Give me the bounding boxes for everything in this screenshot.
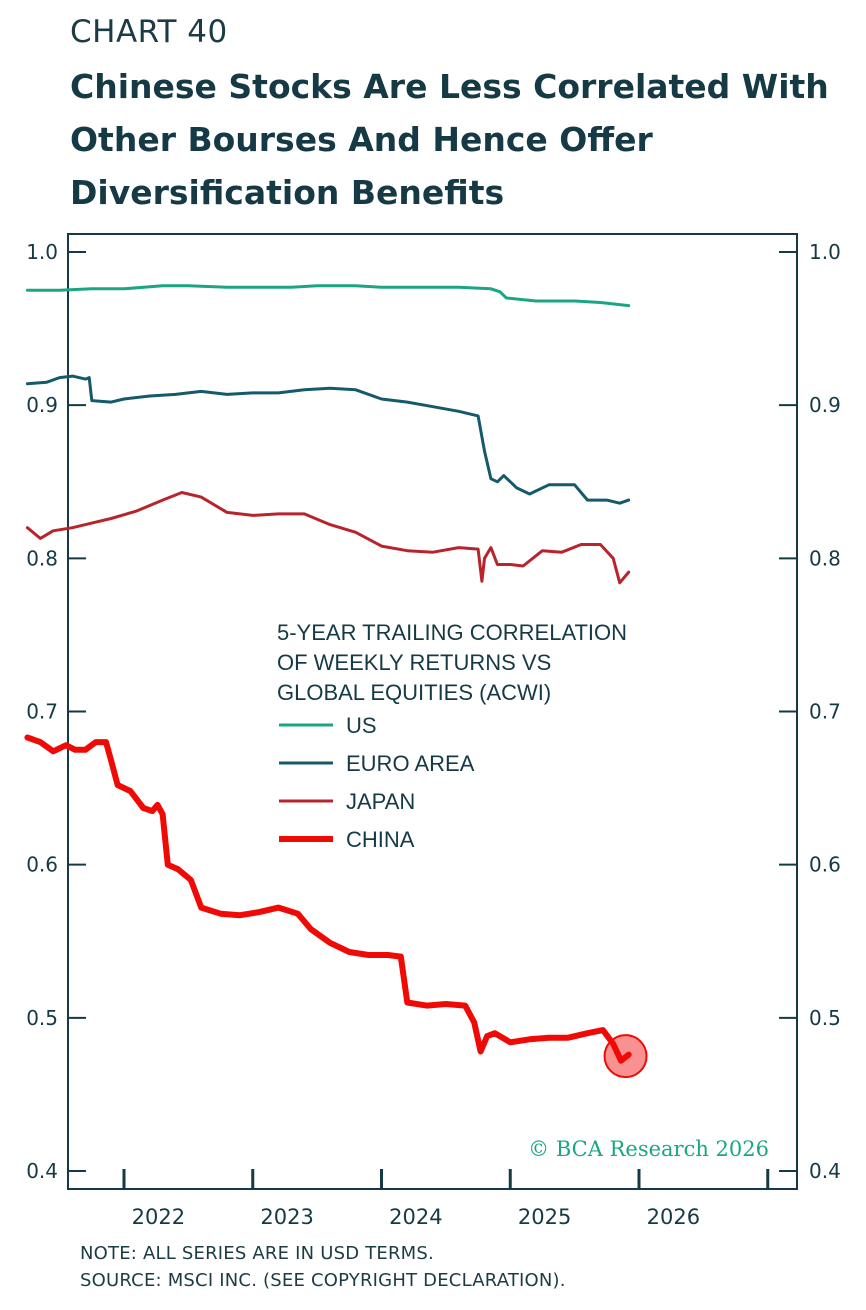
chart-canvas: 5-YEAR TRAILING CORRELATION OF WEEKLY RE…	[24, 233, 841, 1229]
y-tick-label-right: 0.4	[809, 1159, 841, 1183]
legend-label-japan: JAPAN	[346, 789, 415, 814]
x-tick-label: 2022	[132, 1205, 185, 1229]
source-text: SOURCE: MSCI INC. (SEE COPYRIGHT DECLARA…	[80, 1270, 566, 1291]
latest-value-highlight	[603, 1034, 648, 1079]
bca-watermark: © BCA Research 2026	[528, 1137, 769, 1161]
tick-marks	[68, 251, 797, 1189]
x-tick-label: 2024	[389, 1205, 442, 1229]
y-tick-label-right: 0.5	[809, 1006, 841, 1030]
chart-title: Chinese Stocks Are Less Correlated With …	[70, 67, 829, 212]
y-tick-label-left: 1.0	[26, 240, 58, 264]
x-tick-label: 2023	[260, 1205, 313, 1229]
legend: 5-YEAR TRAILING CORRELATION OF WEEKLY RE…	[277, 620, 627, 852]
legend-label-china: CHINA	[346, 827, 415, 852]
series-lines	[24, 284, 648, 1079]
y-tick-label-left: 0.8	[26, 546, 58, 570]
y-tick-label-right: 0.6	[809, 853, 841, 877]
y-tick-label-left: 0.5	[26, 1006, 58, 1030]
legend-title-line-3: GLOBAL EQUITIES (ACWI)	[277, 680, 551, 705]
chart-number: CHART 40	[70, 14, 228, 50]
y-tick-label-right: 0.8	[809, 546, 841, 570]
y-tick-label-left: 0.4	[26, 1159, 58, 1183]
series-line-euro-area	[25, 374, 631, 505]
y-tick-label-right: 0.7	[809, 700, 841, 724]
y-tick-label-right: 0.9	[809, 393, 841, 417]
y-tick-label-left: 0.6	[26, 853, 58, 877]
series-line-china	[24, 734, 632, 1064]
y-tick-label-left: 0.9	[26, 393, 58, 417]
plot-frame	[67, 233, 798, 1190]
legend-label-euro-area: EURO AREA	[346, 751, 475, 776]
legend-title-line-2: OF WEEKLY RETURNS VS	[277, 650, 551, 675]
y-tick-label-right: 1.0	[809, 240, 841, 264]
legend-title-line-1: 5-YEAR TRAILING CORRELATION	[277, 620, 627, 645]
series-line-japan	[25, 491, 631, 585]
y-tick-label-left: 0.7	[26, 700, 58, 724]
x-tick-label: 2025	[518, 1205, 571, 1229]
note-text: NOTE: ALL SERIES ARE IN USD TERMS.	[80, 1243, 434, 1264]
legend-label-us: US	[346, 713, 377, 738]
x-tick-label: 2026	[647, 1205, 700, 1229]
series-line-us	[25, 284, 631, 308]
